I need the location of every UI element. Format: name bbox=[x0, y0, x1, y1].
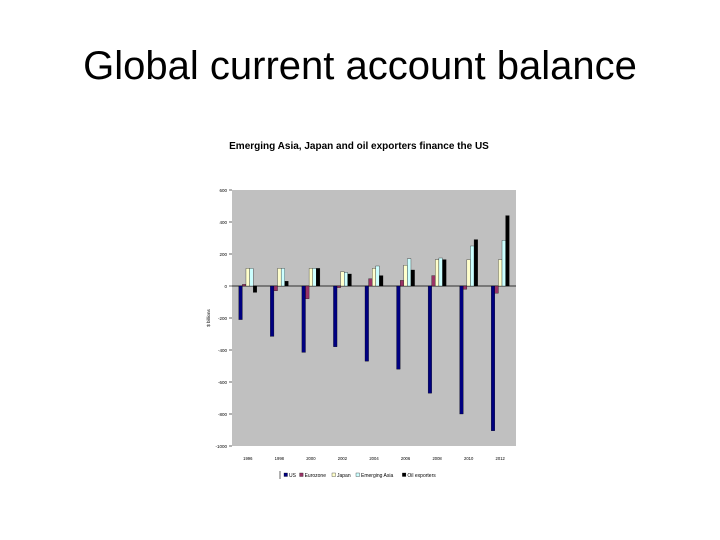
bar-oil-exporters-2008 bbox=[442, 259, 447, 287]
bar-oil-exporters-1996 bbox=[253, 285, 257, 293]
y-tick-label-1: 400 bbox=[219, 220, 227, 225]
bar-emerging-asia-2012 bbox=[501, 240, 506, 287]
bar-us-1996 bbox=[238, 285, 243, 320]
bar-eurozone-2004 bbox=[368, 278, 373, 287]
bar-emerging-asia-2008 bbox=[438, 257, 443, 287]
bar-eurozone-2000 bbox=[305, 285, 310, 299]
bar-eurozone-2012 bbox=[494, 285, 499, 294]
bar-oil-exporters-2004 bbox=[379, 275, 384, 287]
bar-oil-exporters-2006 bbox=[410, 269, 415, 287]
bar-japan-2006 bbox=[403, 265, 408, 287]
bar-us-2012 bbox=[491, 285, 495, 431]
legend-label-us: US bbox=[289, 473, 297, 479]
bar-japan-2010 bbox=[466, 259, 471, 287]
bar-emerging-asia-1998 bbox=[280, 268, 285, 287]
y-tick-label-5: -400 bbox=[218, 348, 228, 353]
bar-japan-2012 bbox=[498, 259, 503, 287]
bar-oil-exporters-2002 bbox=[347, 273, 352, 287]
bar-oil-exporters-2010 bbox=[473, 239, 478, 287]
bar-oil-exporters-1998 bbox=[284, 281, 289, 287]
legend-swatch-japan bbox=[331, 472, 336, 477]
bar-japan-1998 bbox=[277, 268, 282, 287]
x-tick-label-1996: 1996 bbox=[243, 456, 253, 461]
bar-japan-2002 bbox=[340, 271, 345, 287]
bar-emerging-asia-2006 bbox=[407, 258, 412, 287]
bar-us-2006 bbox=[396, 285, 401, 370]
legend-swatch-oil-exporters bbox=[402, 472, 407, 477]
legend-label-emerging-asia: Emerging Asia bbox=[361, 473, 393, 479]
x-tick-label-1998: 1998 bbox=[275, 456, 285, 461]
chart-title: Emerging Asia, Japan and oil exporters f… bbox=[198, 140, 520, 154]
bar-japan-2004 bbox=[372, 268, 376, 287]
bar-emerging-asia-1996 bbox=[249, 268, 254, 287]
x-tick-label-2006: 2006 bbox=[401, 456, 411, 461]
bar-japan-1996 bbox=[245, 268, 250, 287]
bar-eurozone-2006 bbox=[400, 280, 404, 287]
bar-us-2002 bbox=[333, 285, 338, 347]
slide-title: Global current account balance bbox=[83, 44, 637, 88]
bar-eurozone-1996 bbox=[242, 284, 247, 287]
bar-oil-exporters-2012 bbox=[505, 215, 510, 287]
plot-area bbox=[232, 190, 516, 446]
legend-label-eurozone: Eurozone bbox=[305, 473, 327, 479]
legend-label-oil-exporters: Oil exporters bbox=[407, 473, 436, 479]
bar-eurozone-1998 bbox=[273, 285, 278, 291]
x-tick-label-2010: 2010 bbox=[464, 456, 474, 461]
bar-emerging-asia-2010 bbox=[470, 245, 475, 287]
bar-emerging-asia-2002 bbox=[344, 272, 348, 287]
bar-us-2004 bbox=[364, 285, 369, 362]
bar-oil-exporters-2000 bbox=[316, 268, 321, 287]
bar-emerging-asia-2004 bbox=[375, 265, 380, 287]
x-tick-label-2004: 2004 bbox=[369, 456, 379, 461]
y-tick-label-4: -200 bbox=[218, 316, 228, 321]
y-tick-label-6: -600 bbox=[218, 380, 228, 385]
legend-swatch-us bbox=[283, 472, 288, 477]
bar-us-2008 bbox=[427, 285, 432, 394]
bar-eurozone-2008 bbox=[431, 275, 436, 287]
bar-eurozone-2002 bbox=[336, 285, 341, 288]
bar-us-2000 bbox=[301, 285, 306, 353]
bar-eurozone-2010 bbox=[463, 285, 468, 290]
x-tick-label-2008: 2008 bbox=[432, 456, 442, 461]
bar-emerging-asia-2000 bbox=[312, 268, 317, 287]
legend-swatch-emerging-asia bbox=[355, 472, 360, 477]
y-tick-label-2: 200 bbox=[219, 252, 227, 257]
legend-label-japan: Japan bbox=[337, 473, 351, 479]
x-tick-label-2000: 2000 bbox=[306, 456, 316, 461]
y-tick-label-0: 600 bbox=[219, 188, 227, 193]
bar-japan-2008 bbox=[435, 259, 440, 287]
y-axis-title: $ billions bbox=[206, 308, 211, 326]
y-tick-label-3: 0 bbox=[224, 284, 227, 289]
chart-title-text: Emerging Asia, Japan and oil exporters f… bbox=[229, 141, 489, 152]
legend-swatch-eurozone bbox=[299, 472, 304, 477]
chart-container: 600 400 200 0 -200 -400 -600 -800 -1000 $ billion… bbox=[198, 132, 520, 484]
bar-us-2010 bbox=[459, 285, 464, 415]
y-tick-label-7: -800 bbox=[218, 412, 228, 417]
bar-us-1998 bbox=[270, 285, 275, 337]
x-tick-label-2012: 2012 bbox=[496, 456, 506, 461]
bar-japan-2000 bbox=[308, 268, 313, 287]
y-tick-label-8: -1000 bbox=[215, 444, 227, 449]
x-tick-label-2002: 2002 bbox=[338, 456, 348, 461]
